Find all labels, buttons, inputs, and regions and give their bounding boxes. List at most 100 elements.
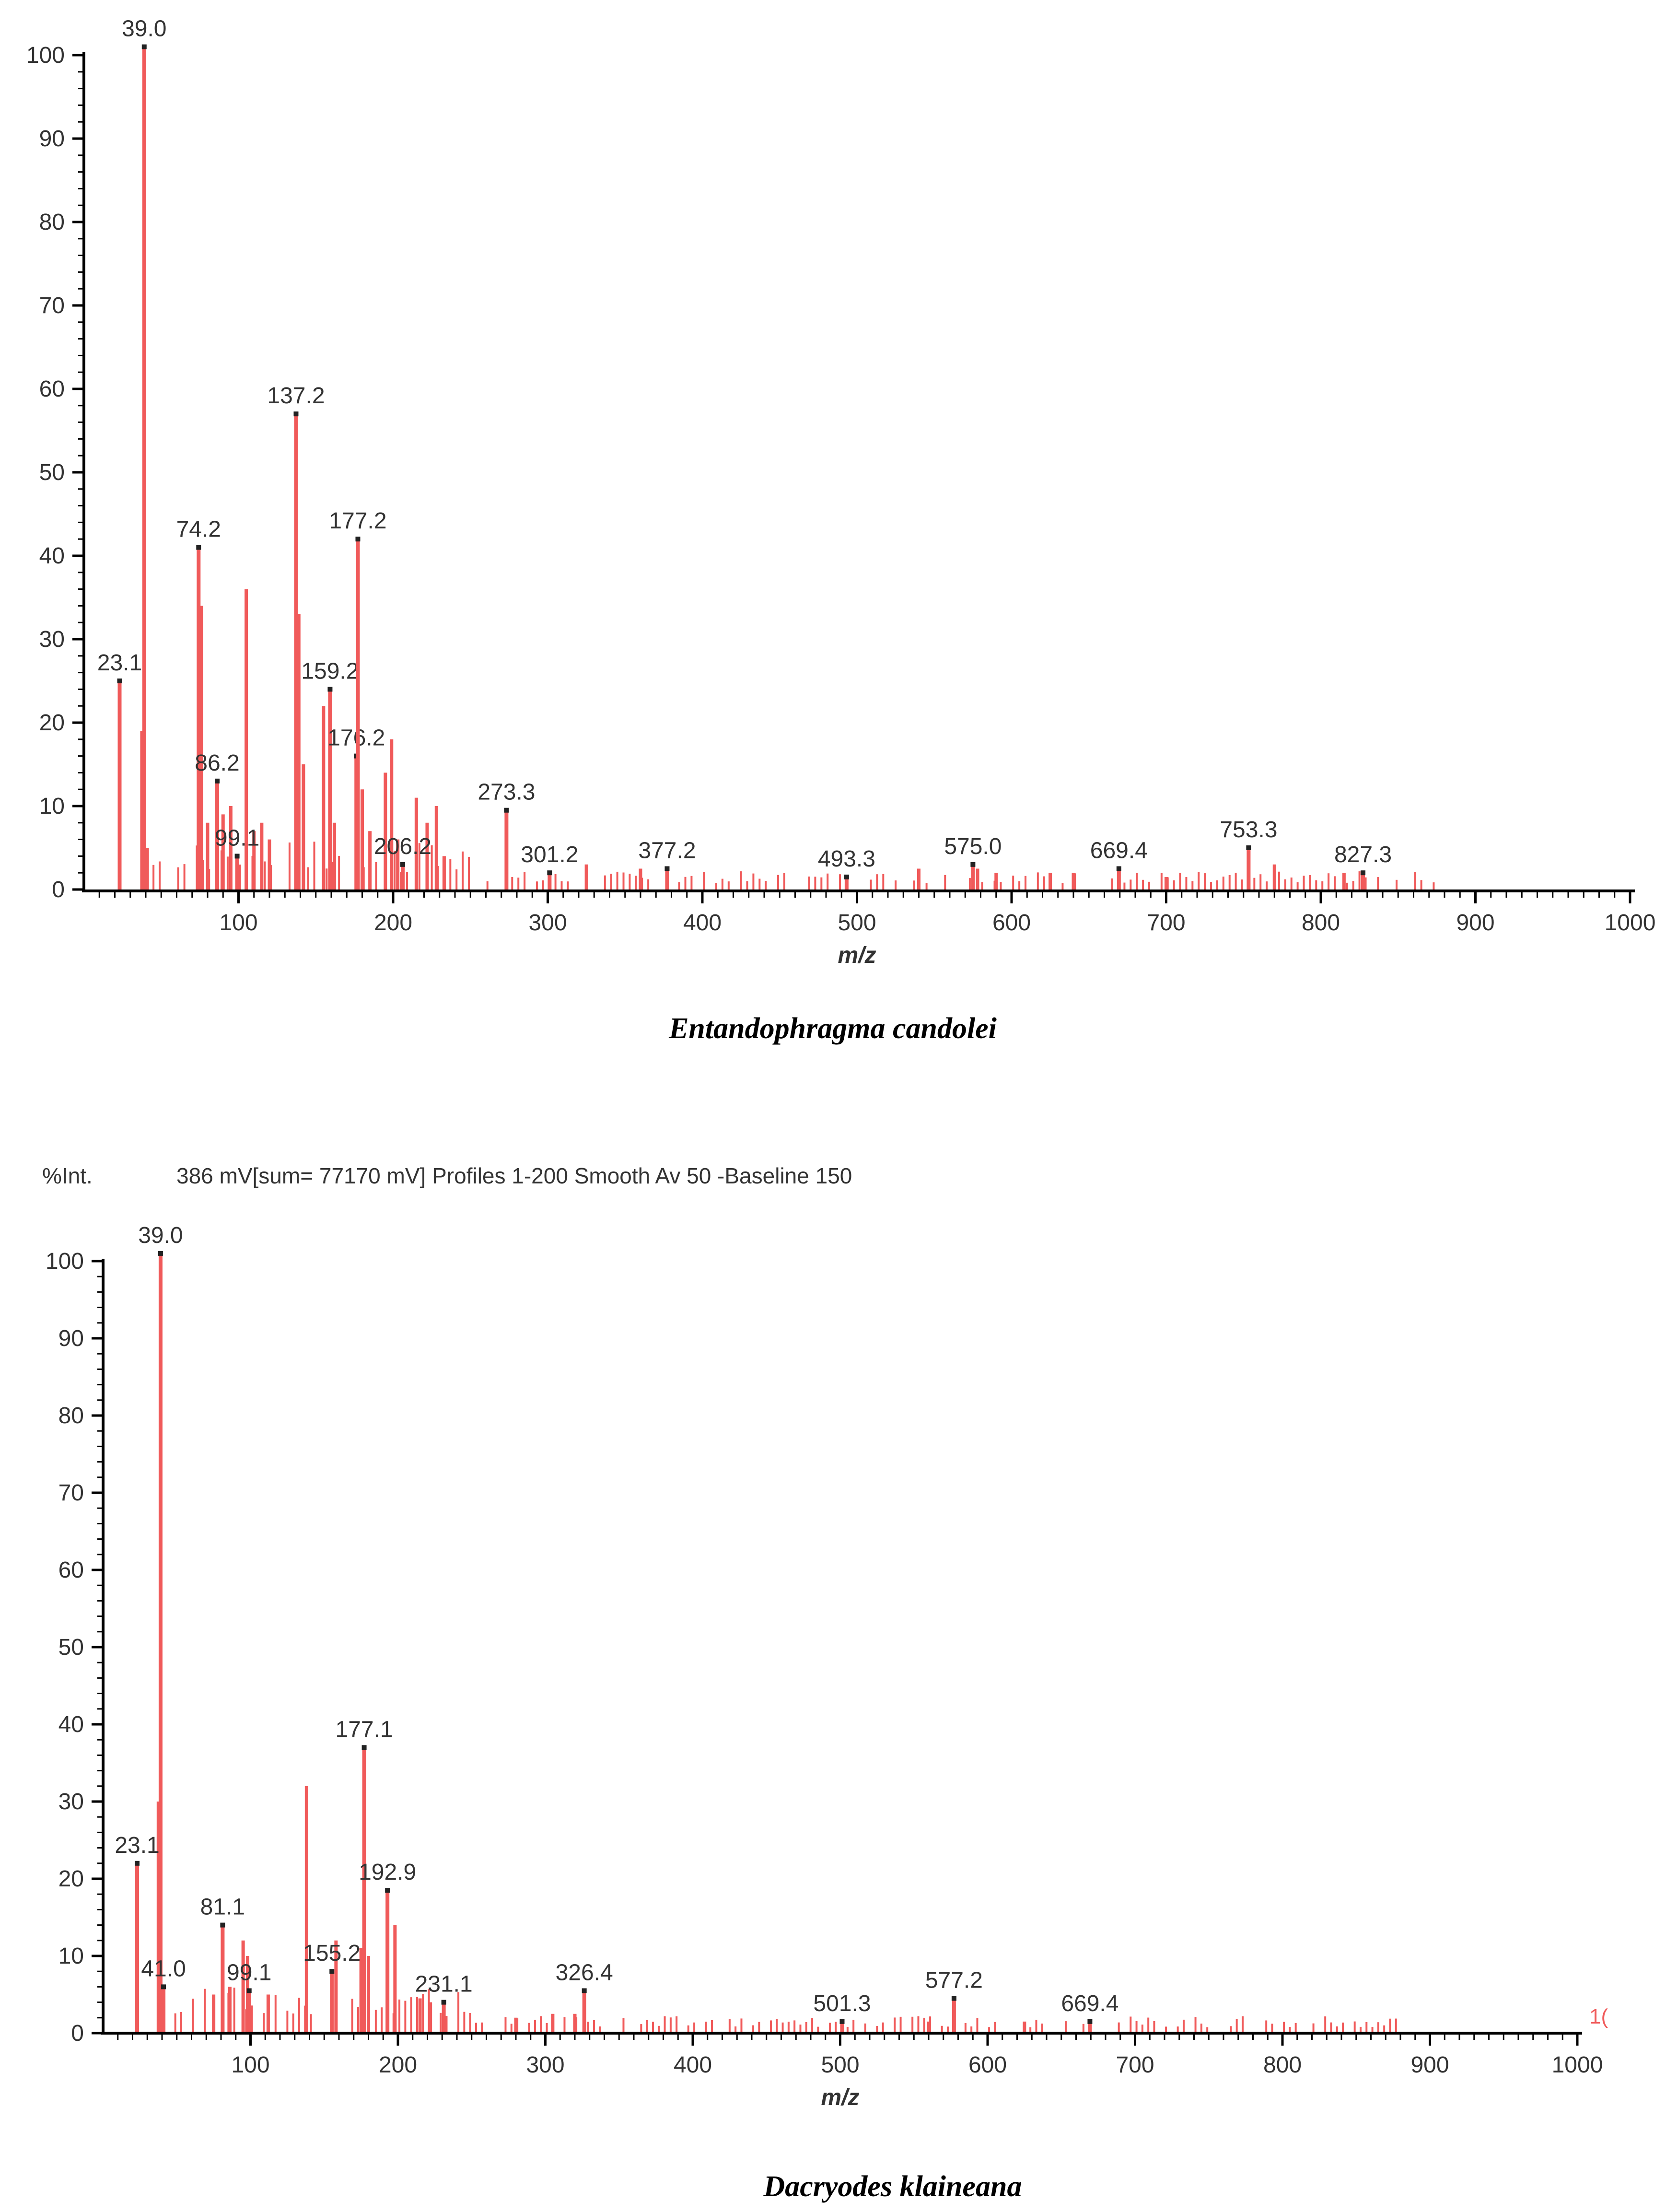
chart-caption-dacryodes: Dacryodes klaineana [763,2170,1022,2203]
peak-marker [839,2019,845,2024]
peak-marker [246,1988,252,1993]
y-tick-label: 10 [39,794,65,819]
peak-marker [327,687,333,692]
peak-label: 39.0 [138,1223,183,1248]
y-tick-label: 80 [39,210,65,235]
peak-label: 301.2 [521,842,578,867]
peak-marker [582,1988,587,1993]
axis-end-label: 1( [1589,2005,1608,2028]
x-tick-label: 400 [683,910,722,936]
y-tick-label: 100 [26,43,65,68]
peak-marker [158,1251,163,1256]
x-tick-label: 500 [821,2052,859,2078]
y-tick-label: 80 [58,1403,84,1428]
peak-label: 86.2 [195,750,239,776]
peak-label: 23.1 [97,650,142,676]
y-tick-label: 60 [39,376,65,402]
x-tick-label: 200 [374,910,412,936]
x-tick-label: 600 [992,910,1031,936]
y-tick-label: 70 [39,293,65,318]
peak-label: 206.2 [374,834,431,859]
peak-marker [329,1969,335,1974]
peak-label: 231.1 [415,1972,473,1997]
peak-label: 273.3 [478,780,535,805]
peak-marker [1246,845,1251,850]
peak-marker [196,545,201,550]
peak-marker [504,808,509,813]
x-tick-label: 1000 [1552,2052,1603,2078]
peak-marker [844,874,849,879]
y-tick-label: 90 [39,126,65,152]
peak-marker [664,866,670,871]
y-tick-label: 20 [58,1866,84,1892]
y-tick-label: 60 [58,1557,84,1583]
y-tick-label: 40 [58,1712,84,1737]
chart-panel-entandophragma: 23.139.074.286.299.1137.2159.2176.2177.2… [26,16,1655,968]
y-unit-label: %Int. [42,1163,93,1188]
y-tick-label: 30 [39,627,65,652]
y-tick-label: 50 [58,1635,84,1660]
x-tick-label: 800 [1263,2052,1302,2078]
noise-peaks [152,840,1435,889]
peak-marker [361,1745,367,1750]
peak-label: 39.0 [122,16,166,42]
x-tick-label: 800 [1302,910,1340,936]
peak-label: 23.1 [115,1833,159,1858]
peak-label: 753.3 [1220,817,1277,843]
peak-label: 74.2 [176,517,221,542]
x-tick-label: 400 [674,2052,712,2078]
y-tick-label: 70 [58,1480,84,1506]
peak-label: 99.1 [227,1960,271,1985]
peak-marker [951,1996,956,2001]
x-axis-label: m/z [821,2085,859,2110]
y-tick-label: 50 [39,460,65,485]
chart-panel-dacryodes: 23.1 39.0 41.0 81.1 99.1 155.2 177.1 192.9 231.1… [46,1223,1608,2110]
peak-label: 137.2 [267,383,325,409]
peak-label: 192.9 [359,1860,416,1885]
chart-caption-entandophragma: Entandophragma candolei [668,1012,997,1045]
peak-label: 669.4 [1061,1991,1118,2016]
peak-marker [214,778,220,784]
peak-label: 493.3 [818,846,875,872]
x-tick-label: 900 [1410,2052,1449,2078]
y-tick-label: 10 [58,1943,84,1969]
peak-marker [441,2000,446,2005]
peak-marker [1087,2019,1093,2024]
peak-label: 326.4 [556,1960,613,1985]
y-tick-label: 100 [46,1249,84,1274]
x-tick-label: 500 [838,910,876,936]
y-tick-label: 20 [39,710,65,736]
x-tick-label: 100 [231,2052,269,2078]
x-tick-label: 700 [1116,2052,1154,2078]
peak-label: 155.2 [303,1941,361,1966]
peak-label: 669.4 [1090,838,1148,864]
x-tick-label: 700 [1147,910,1185,936]
x-axis-label: m/z [838,943,876,968]
peak-marker [355,537,361,542]
peak-marker [117,679,122,683]
peak-label: 501.3 [813,1991,871,2016]
x-tick-label: 200 [379,2052,417,2078]
peak-marker [220,1922,225,1928]
peak-marker [161,1984,166,1990]
x-tick-label: 300 [528,910,567,936]
x-tick-label: 600 [968,2052,1007,2078]
y-tick-label: 30 [58,1789,84,1814]
peak-label: 41.0 [141,1956,186,1981]
peak-label: 577.2 [925,1968,983,1993]
x-tick-label: 100 [219,910,257,936]
peak-marker [547,870,552,876]
peak-label: 177.1 [336,1717,393,1742]
peak-label: 81.1 [200,1895,245,1920]
peak-marker [234,854,240,859]
y-tick-label: 90 [58,1326,84,1351]
x-tick-label: 1000 [1605,910,1656,936]
peak-label: 827.3 [1334,842,1392,867]
y-tick-label: 0 [71,2021,84,2046]
x-tick-label: 300 [526,2052,564,2078]
peak-marker [1116,866,1121,871]
peak-marker [1361,870,1366,876]
peak-label: 159.2 [301,658,359,684]
peak-marker [141,44,147,49]
